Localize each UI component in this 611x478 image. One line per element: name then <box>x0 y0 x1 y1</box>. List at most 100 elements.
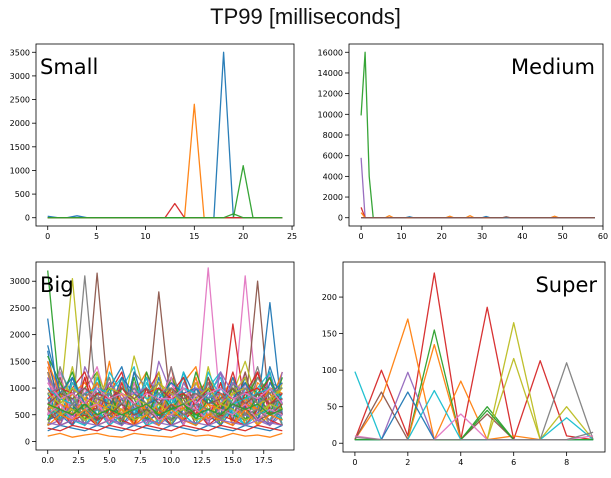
x-tick-label: 20 <box>238 232 248 241</box>
series-group <box>354 272 594 441</box>
y-tick-label: 2000 <box>10 331 30 340</box>
panel-title: Small <box>40 55 98 79</box>
series-line-3 <box>360 212 595 219</box>
y-tick-label: 150 <box>322 330 337 339</box>
series-line-30 <box>47 361 283 427</box>
series-line-2 <box>360 207 595 219</box>
series-line-54 <box>47 424 283 432</box>
y-tick-label: 0 <box>25 437 30 446</box>
big-panel: 0.0 2.5 5.0 7.5 10.0 12.5 15.0 17.5 0 500 1000 1500… <box>0 256 305 472</box>
y-tick-label: 8000 <box>323 131 343 140</box>
y-tick-label: 2000 <box>10 119 30 128</box>
chart-svg: 0.0 2.5 5.0 7.5 10.0 12.5 15.0 17.5 0 500 1000 1500… <box>10 261 295 465</box>
series-group <box>360 51 595 219</box>
y-tick-label: 3500 <box>10 48 30 57</box>
x-tick-label: 10 <box>140 232 150 241</box>
series-line-55 <box>47 419 283 427</box>
chart-svg: 0 5 10 15 20 25 0 500 1000 1500 2000 2500 3000 3500 Sm… <box>10 43 297 241</box>
x-tick-label: 40 <box>517 232 527 241</box>
y-tick-label: 100 <box>322 366 337 375</box>
y-tick-label: 1500 <box>10 143 30 152</box>
series-line-1 <box>360 157 595 219</box>
y-tick-label: 1000 <box>10 384 30 393</box>
x-tick-label: 10.0 <box>162 456 180 465</box>
series-group <box>47 51 283 219</box>
series-line-1 <box>354 318 594 441</box>
y-tick-label: 6000 <box>323 152 343 161</box>
series-line-38 <box>47 382 283 405</box>
y-tick-label: 2000 <box>323 193 343 202</box>
super-panel: 0 2 4 6 8 0 50 100 150 200 Super <box>305 256 609 472</box>
x-tick-label: 6 <box>511 458 516 467</box>
series-group <box>47 267 283 438</box>
x-tick-label: 0 <box>359 232 364 241</box>
x-tick-label: 15 <box>189 232 199 241</box>
x-tick-label: 0 <box>352 458 357 467</box>
series-line-4 <box>47 213 283 219</box>
x-tick-label: 20 <box>437 232 447 241</box>
y-tick-label: 500 <box>15 411 30 420</box>
medium-panel: 0 10 20 30 40 50 60 0 2000 4000 6000 8000 10000 12000… <box>305 38 609 254</box>
x-tick-label: 50 <box>558 232 568 241</box>
series-line-39 <box>47 387 283 405</box>
series-line-4 <box>354 371 594 441</box>
y-tick-label: 10000 <box>318 110 343 119</box>
series-line-51 <box>47 403 283 416</box>
x-tick-label: 60 <box>598 232 608 241</box>
y-tick-label: 0 <box>338 214 343 223</box>
x-tick-label: 10 <box>396 232 406 241</box>
x-tick-label: 2.5 <box>72 456 85 465</box>
y-tick-label: 0 <box>332 439 337 448</box>
figure-title: TP99 [milliseconds] <box>210 4 401 29</box>
y-tick-label: 2500 <box>10 304 30 313</box>
series-line-3 <box>47 202 283 219</box>
y-tick-label: 16000 <box>318 48 343 57</box>
series-line-2 <box>47 165 283 219</box>
y-tick-label: 12000 <box>318 90 343 99</box>
plot-frame <box>342 261 606 453</box>
x-tick-label: 2 <box>405 458 410 467</box>
panel-title: Big <box>40 273 74 297</box>
x-tick-label: 4 <box>458 458 463 467</box>
x-tick-label: 12.5 <box>193 456 211 465</box>
series-line-52 <box>47 424 283 432</box>
chart-svg: 0 2 4 6 8 0 50 100 150 200 Super <box>322 261 606 467</box>
y-tick-label: 3000 <box>10 277 30 286</box>
series-line-25 <box>47 371 283 427</box>
x-tick-label: 5.0 <box>103 456 116 465</box>
plot-frame <box>35 43 295 227</box>
y-tick-label: 2500 <box>10 96 30 105</box>
y-tick-label: 200 <box>322 293 337 302</box>
panel-title: Medium <box>511 55 595 79</box>
series-line-36 <box>47 382 283 405</box>
y-tick-label: 14000 <box>318 69 343 78</box>
y-tick-label: 1000 <box>10 166 30 175</box>
x-tick-label: 30 <box>477 232 487 241</box>
series-line-0 <box>354 272 594 441</box>
plot-frame <box>35 261 295 451</box>
series-line-6 <box>354 371 594 441</box>
x-tick-label: 7.5 <box>134 456 147 465</box>
x-tick-label: 5 <box>94 232 99 241</box>
panel-title: Super <box>535 273 597 297</box>
series-line-14 <box>354 431 594 441</box>
y-tick-label: 1500 <box>10 357 30 366</box>
y-tick-label: 3000 <box>10 72 30 81</box>
y-tick-label: 0 <box>25 214 30 223</box>
x-tick-label: 15.0 <box>224 456 242 465</box>
x-tick-label: 8 <box>564 458 569 467</box>
x-tick-label: 0 <box>45 232 50 241</box>
series-line-46 <box>47 403 283 421</box>
y-tick-label: 50 <box>327 403 337 412</box>
x-tick-label: 25 <box>287 232 297 241</box>
series-line-37 <box>47 387 283 405</box>
y-tick-label: 4000 <box>323 172 343 181</box>
small-panel: 0 5 10 15 20 25 0 500 1000 1500 2000 2500 3000 3500 Sm… <box>0 38 305 254</box>
series-line-53 <box>47 432 283 438</box>
x-tick-label: 17.5 <box>255 456 273 465</box>
series-line-0 <box>47 103 283 219</box>
y-tick-label: 500 <box>15 190 30 199</box>
x-tick-label: 0.0 <box>41 456 54 465</box>
chart-svg: 0 10 20 30 40 50 60 0 2000 4000 6000 8000 10000 12000… <box>318 43 608 241</box>
series-line-50 <box>47 408 283 427</box>
